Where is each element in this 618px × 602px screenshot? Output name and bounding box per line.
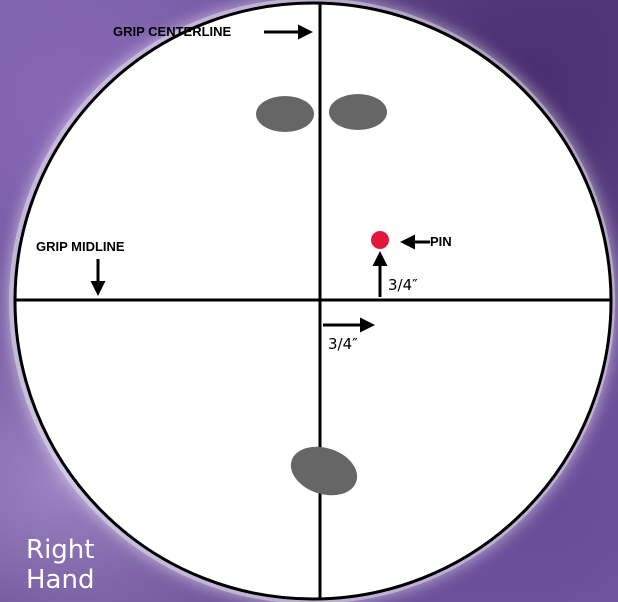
grip-midline-label: GRIP MIDLINE	[36, 239, 125, 254]
thumb-hole	[290, 446, 358, 496]
pin-label: PIN	[430, 234, 452, 249]
horizontal-offset-label: 3/4″	[328, 335, 358, 353]
pin-marker	[371, 231, 389, 249]
vertical-offset-label: 3/4″	[388, 276, 418, 294]
grip-centerline-label: GRIP CENTERLINE	[113, 24, 232, 39]
finger-hole-right	[329, 94, 387, 130]
hand-label: Right Hand	[26, 535, 94, 595]
finger-hole-left	[256, 96, 314, 132]
hand-label-line2: Hand	[26, 565, 95, 595]
hand-label-line1: Right	[26, 535, 95, 565]
